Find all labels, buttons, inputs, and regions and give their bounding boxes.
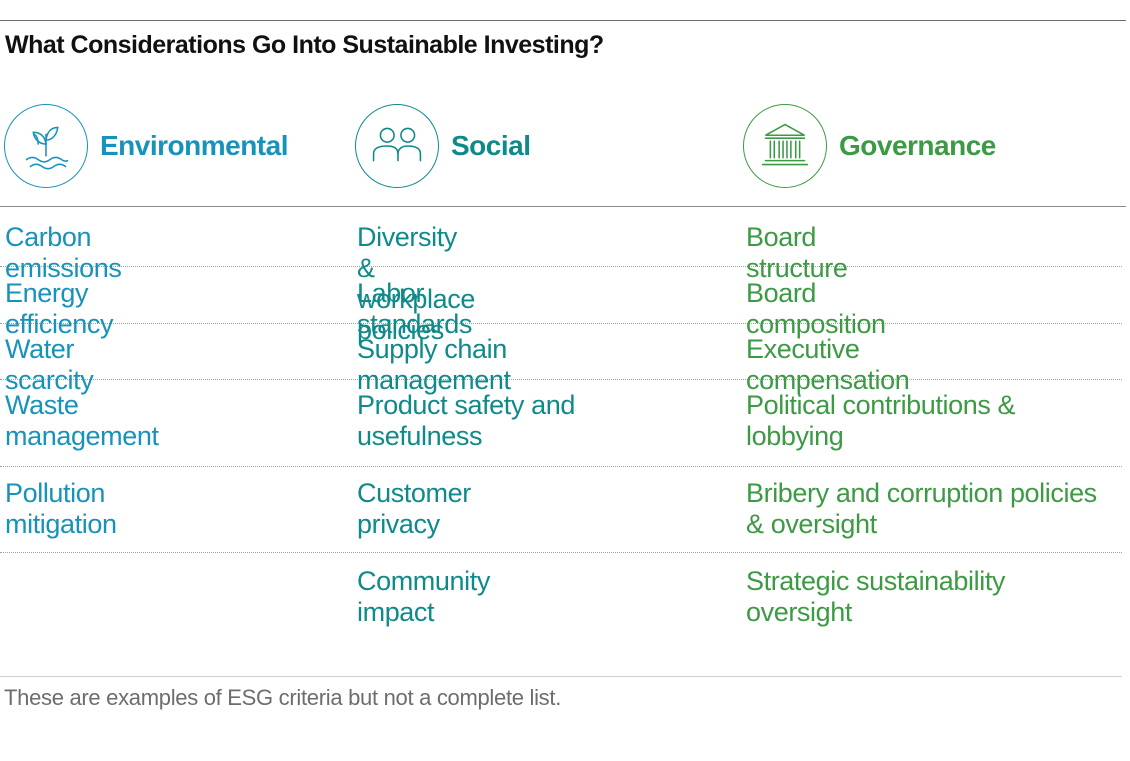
list-item: Diversity & workplace policies (357, 222, 475, 345)
column-header-social: Social (355, 103, 531, 189)
list-item: Strategic sustainability oversight (746, 566, 1006, 627)
list-item: Bribery and corruption policies & oversi… (746, 478, 1097, 539)
row-divider (0, 266, 1122, 267)
list-item: Board composition (746, 278, 886, 339)
list-item: Waste management (5, 390, 159, 451)
row-divider (0, 552, 1122, 553)
list-item: Political contributions & lobbying (746, 390, 1016, 451)
header-divider (0, 206, 1126, 207)
list-item: Community impact (357, 566, 490, 627)
page-title: What Considerations Go Into Sustainable … (5, 31, 604, 59)
footnote: These are examples of ESG criteria but n… (4, 685, 562, 710)
list-item: Board structure (746, 222, 848, 283)
row-divider (0, 466, 1122, 467)
plant-water-icon (4, 104, 88, 188)
list-item: Supply chain management (357, 334, 511, 395)
list-item: Water scarcity (5, 334, 94, 395)
row-divider (0, 323, 1122, 324)
list-item: Labor standards (357, 278, 472, 339)
people-icon (355, 104, 439, 188)
list-item: Executive compensation (746, 334, 910, 395)
list-item: Energy efficiency (5, 278, 114, 339)
top-rule (0, 20, 1126, 21)
column-header-environmental: Environmental (4, 103, 288, 189)
header-label-environmental: Environmental (100, 130, 288, 161)
column-header-governance: Governance (743, 103, 996, 189)
institution-building-icon (743, 104, 827, 188)
list-item: Product safety and usefulness (357, 390, 575, 451)
header-label-governance: Governance (839, 130, 996, 161)
list-item: Pollution mitigation (5, 478, 117, 539)
list-item: Customer privacy (357, 478, 471, 539)
row-divider (0, 379, 1122, 380)
list-item: Carbon emissions (5, 222, 122, 283)
header-label-social: Social (451, 130, 531, 161)
footer-rule (0, 676, 1122, 677)
